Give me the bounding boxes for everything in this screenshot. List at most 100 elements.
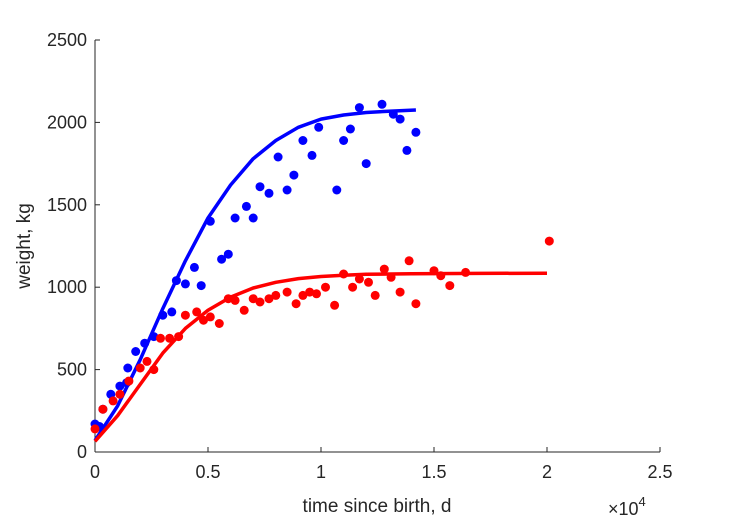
data-point [429, 266, 439, 276]
data-point [377, 99, 387, 109]
data-point [90, 424, 100, 434]
data-point [248, 213, 258, 223]
data-point [115, 381, 125, 391]
data-point [411, 127, 421, 137]
data-point [544, 236, 554, 246]
data-point [115, 389, 125, 399]
series-layer [90, 99, 554, 443]
data-point [339, 136, 349, 145]
data-point [108, 396, 118, 406]
data-point [395, 114, 405, 124]
data-point [345, 124, 355, 134]
y-axis-ticks: 0 500 1000 1500 2000 2500 [47, 30, 100, 462]
data-point [255, 297, 265, 307]
data-point [135, 363, 145, 373]
data-point [223, 294, 233, 304]
data-point [142, 356, 152, 366]
data-point [314, 122, 324, 132]
data-point [445, 281, 455, 291]
data-point [140, 338, 150, 348]
data-point [167, 307, 177, 317]
data-point [339, 269, 349, 279]
x-tick-label: 1 [316, 462, 326, 482]
data-point [205, 312, 215, 322]
data-point [289, 170, 299, 180]
data-point [436, 271, 446, 281]
data-point [271, 290, 281, 300]
data-point [388, 109, 398, 119]
x-tick-label: 0 [90, 462, 100, 482]
data-point [264, 294, 274, 304]
data-point [131, 347, 141, 356]
data-point [330, 300, 340, 310]
data-point [321, 282, 330, 292]
data-point [307, 150, 317, 160]
data-point [361, 159, 371, 169]
x-tick-label: 2.5 [647, 462, 672, 482]
data-point [332, 185, 342, 195]
data-point [174, 332, 184, 342]
data-point [241, 201, 251, 211]
data-point [124, 376, 134, 386]
data-point [282, 185, 292, 195]
plot-area: 0 0.5 1 1.5 2 2.5 0 500 1000 1500 2000 2500 [47, 30, 673, 482]
x-tick-label: 2 [542, 462, 552, 482]
data-point [291, 299, 301, 309]
x-axis-multiplier: ×104 [608, 494, 646, 519]
data-point [282, 287, 292, 297]
data-point [223, 249, 233, 259]
y-tick-label: 2500 [47, 30, 87, 50]
data-point [395, 287, 405, 297]
y-tick-label: 0 [77, 442, 87, 462]
data-point [123, 363, 133, 373]
data-point [98, 404, 108, 414]
data-point [196, 281, 206, 291]
data-point [158, 310, 168, 320]
x-tick-label: 0.5 [195, 462, 220, 482]
data-point [298, 136, 308, 145]
series-1 [90, 236, 554, 443]
data-point [370, 290, 380, 300]
data-point [305, 287, 315, 297]
data-point [192, 307, 202, 317]
data-point [386, 272, 396, 282]
data-point [156, 333, 165, 343]
data-point [402, 145, 412, 155]
y-tick-label: 1000 [47, 277, 87, 297]
data-point [273, 152, 283, 162]
data-point [298, 290, 308, 300]
y-tick-label: 2000 [47, 112, 87, 132]
x-tick-label: 1.5 [421, 462, 446, 482]
y-tick-label: 500 [57, 360, 87, 380]
data-point [411, 299, 421, 309]
data-point [248, 294, 258, 304]
x-axis-ticks: 0 0.5 1 1.5 2 2.5 [90, 447, 673, 482]
data-point [205, 216, 215, 226]
fit-curve [93, 271, 548, 443]
data-point [312, 289, 321, 299]
data-point [239, 305, 249, 315]
data-point [189, 262, 199, 272]
y-axis-label: weight, kg [14, 203, 35, 290]
data-point [165, 333, 175, 343]
x-axis-label: time since birth, d [303, 496, 452, 517]
data-point [217, 254, 227, 264]
x-axis-multiplier-base: ×10 [608, 499, 639, 519]
data-point [379, 264, 389, 274]
data-point [348, 282, 358, 292]
series-0 [90, 99, 421, 442]
data-point [180, 310, 190, 320]
data-point [364, 277, 373, 287]
data-point [255, 182, 265, 192]
data-point [199, 315, 208, 325]
data-point [461, 267, 471, 277]
data-point [180, 279, 190, 289]
data-point [230, 213, 240, 223]
data-point [404, 256, 414, 266]
data-point [171, 276, 181, 286]
data-point [149, 365, 159, 375]
data-point [214, 319, 224, 328]
x-axis-multiplier-exponent: 4 [639, 494, 646, 509]
data-point [264, 188, 274, 198]
